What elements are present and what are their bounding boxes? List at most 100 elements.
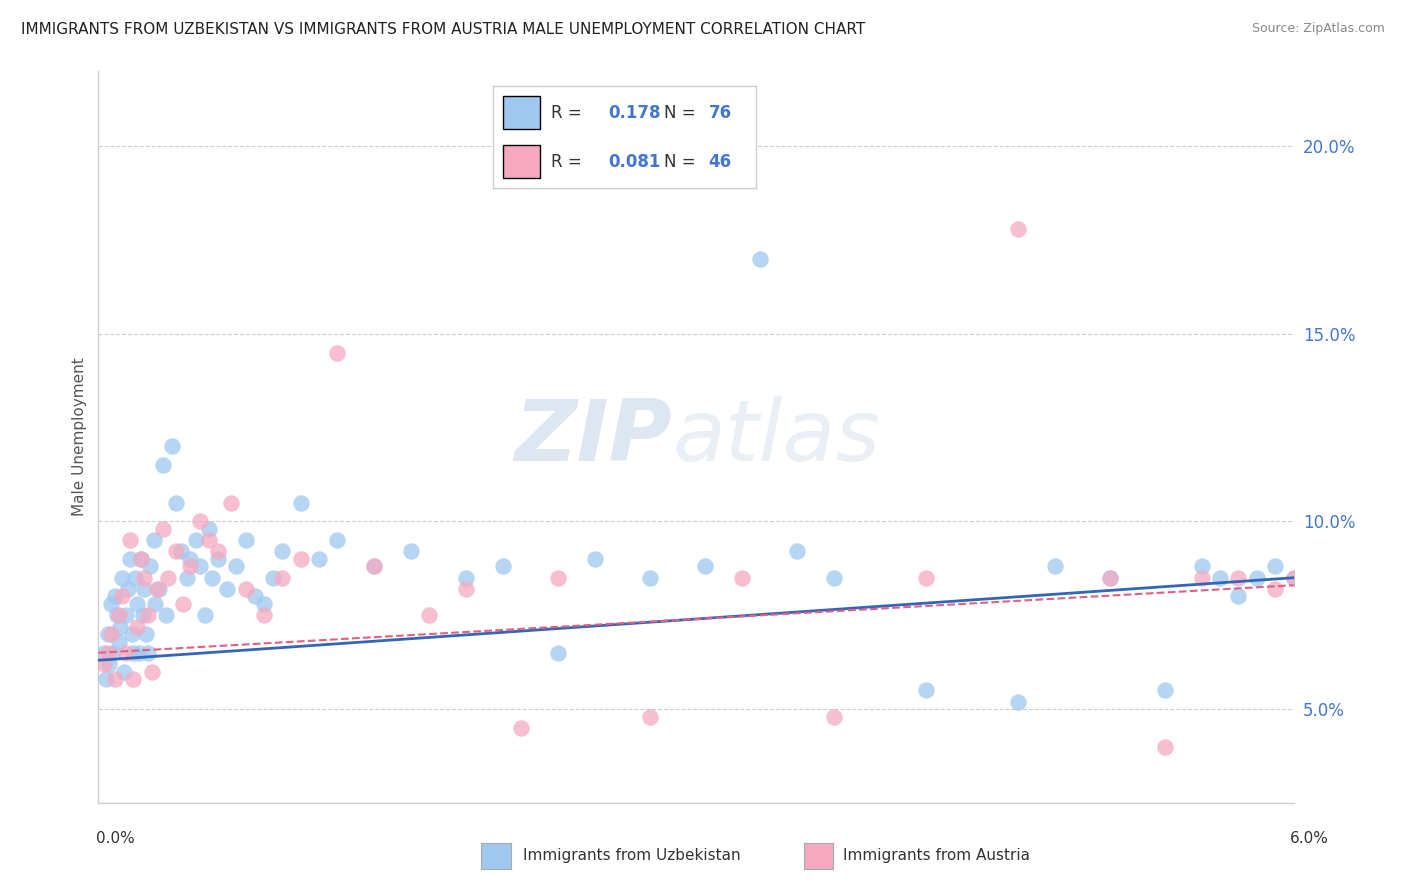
Point	[547, 571, 569, 585]
Point	[155, 608, 177, 623]
Point	[129, 552, 152, 566]
Point	[225, 559, 247, 574]
Point	[583, 552, 606, 566]
Point	[139, 559, 162, 574]
Point	[194, 608, 217, 623]
Point	[128, 646, 150, 660]
Point	[122, 672, 145, 686]
Point	[695, 559, 717, 574]
Point	[1191, 571, 1213, 585]
Point	[188, 515, 211, 529]
Point	[184, 533, 207, 548]
Point	[363, 559, 385, 574]
Point	[1098, 571, 1121, 585]
Point	[136, 646, 159, 660]
Text: 6.0%: 6.0%	[1289, 831, 1329, 846]
Point	[1153, 739, 1175, 754]
Point	[134, 582, 156, 596]
Point	[290, 552, 312, 566]
Point	[638, 571, 661, 585]
Point	[207, 552, 229, 566]
Text: Immigrants from Austria: Immigrants from Austria	[844, 848, 1031, 863]
Point	[152, 522, 174, 536]
Point	[157, 571, 180, 585]
Point	[141, 665, 163, 679]
Point	[823, 571, 845, 585]
Point	[188, 559, 211, 574]
Point	[731, 571, 754, 585]
Point	[326, 345, 349, 359]
Point	[197, 533, 219, 548]
Point	[492, 559, 515, 574]
Point	[510, 721, 533, 735]
Point	[145, 597, 167, 611]
Point	[1043, 559, 1066, 574]
Point	[823, 709, 845, 723]
Text: Source: ZipAtlas.com: Source: ZipAtlas.com	[1251, 22, 1385, 36]
Point	[111, 590, 134, 604]
Point	[1301, 590, 1323, 604]
Point	[418, 608, 440, 623]
Point	[131, 608, 153, 623]
Point	[1098, 571, 1121, 585]
Point	[207, 544, 229, 558]
Point	[104, 590, 127, 604]
Point	[1007, 222, 1029, 236]
Point	[1264, 559, 1286, 574]
Point	[93, 657, 115, 671]
Point	[1264, 582, 1286, 596]
Point	[1209, 571, 1232, 585]
Point	[97, 646, 120, 660]
Point	[179, 552, 201, 566]
Point	[165, 496, 187, 510]
Point	[101, 646, 124, 660]
Point	[111, 571, 134, 585]
Point	[125, 597, 148, 611]
Y-axis label: Male Unemployment: Male Unemployment	[72, 358, 87, 516]
Point	[547, 646, 569, 660]
Point	[110, 619, 132, 633]
Point	[271, 544, 294, 558]
Point	[1319, 571, 1341, 585]
Point	[148, 582, 170, 596]
Text: Immigrants from Uzbekistan: Immigrants from Uzbekistan	[523, 848, 741, 863]
Point	[135, 627, 157, 641]
Point	[201, 571, 224, 585]
Point	[172, 597, 194, 611]
Point	[749, 252, 772, 266]
Point	[152, 458, 174, 473]
Point	[262, 571, 284, 585]
Point	[107, 634, 129, 648]
Point	[399, 544, 422, 558]
Point	[122, 646, 145, 660]
Point	[271, 571, 294, 585]
Text: 0.0%: 0.0%	[96, 831, 135, 846]
Point	[1282, 571, 1305, 585]
Point	[1191, 559, 1213, 574]
Point	[1153, 683, 1175, 698]
Point	[146, 582, 169, 596]
Point	[117, 582, 139, 596]
Point	[115, 608, 138, 623]
Point	[104, 672, 127, 686]
Point	[107, 608, 129, 623]
Point	[235, 582, 257, 596]
Point	[94, 672, 117, 686]
Point	[129, 552, 152, 566]
Point	[118, 533, 141, 548]
Point	[1007, 694, 1029, 708]
Point	[1282, 571, 1305, 585]
Point	[170, 544, 193, 558]
Point	[121, 627, 143, 641]
Point	[1246, 571, 1268, 585]
Point	[1227, 590, 1250, 604]
Text: IMMIGRANTS FROM UZBEKISTAN VS IMMIGRANTS FROM AUSTRIA MALE UNEMPLOYMENT CORRELAT: IMMIGRANTS FROM UZBEKISTAN VS IMMIGRANTS…	[21, 22, 865, 37]
Point	[243, 590, 266, 604]
Point	[1227, 571, 1250, 585]
Point	[308, 552, 330, 566]
Point	[97, 627, 120, 641]
Point	[179, 559, 201, 574]
Point	[363, 559, 385, 574]
Point	[253, 597, 276, 611]
Point	[914, 571, 936, 585]
